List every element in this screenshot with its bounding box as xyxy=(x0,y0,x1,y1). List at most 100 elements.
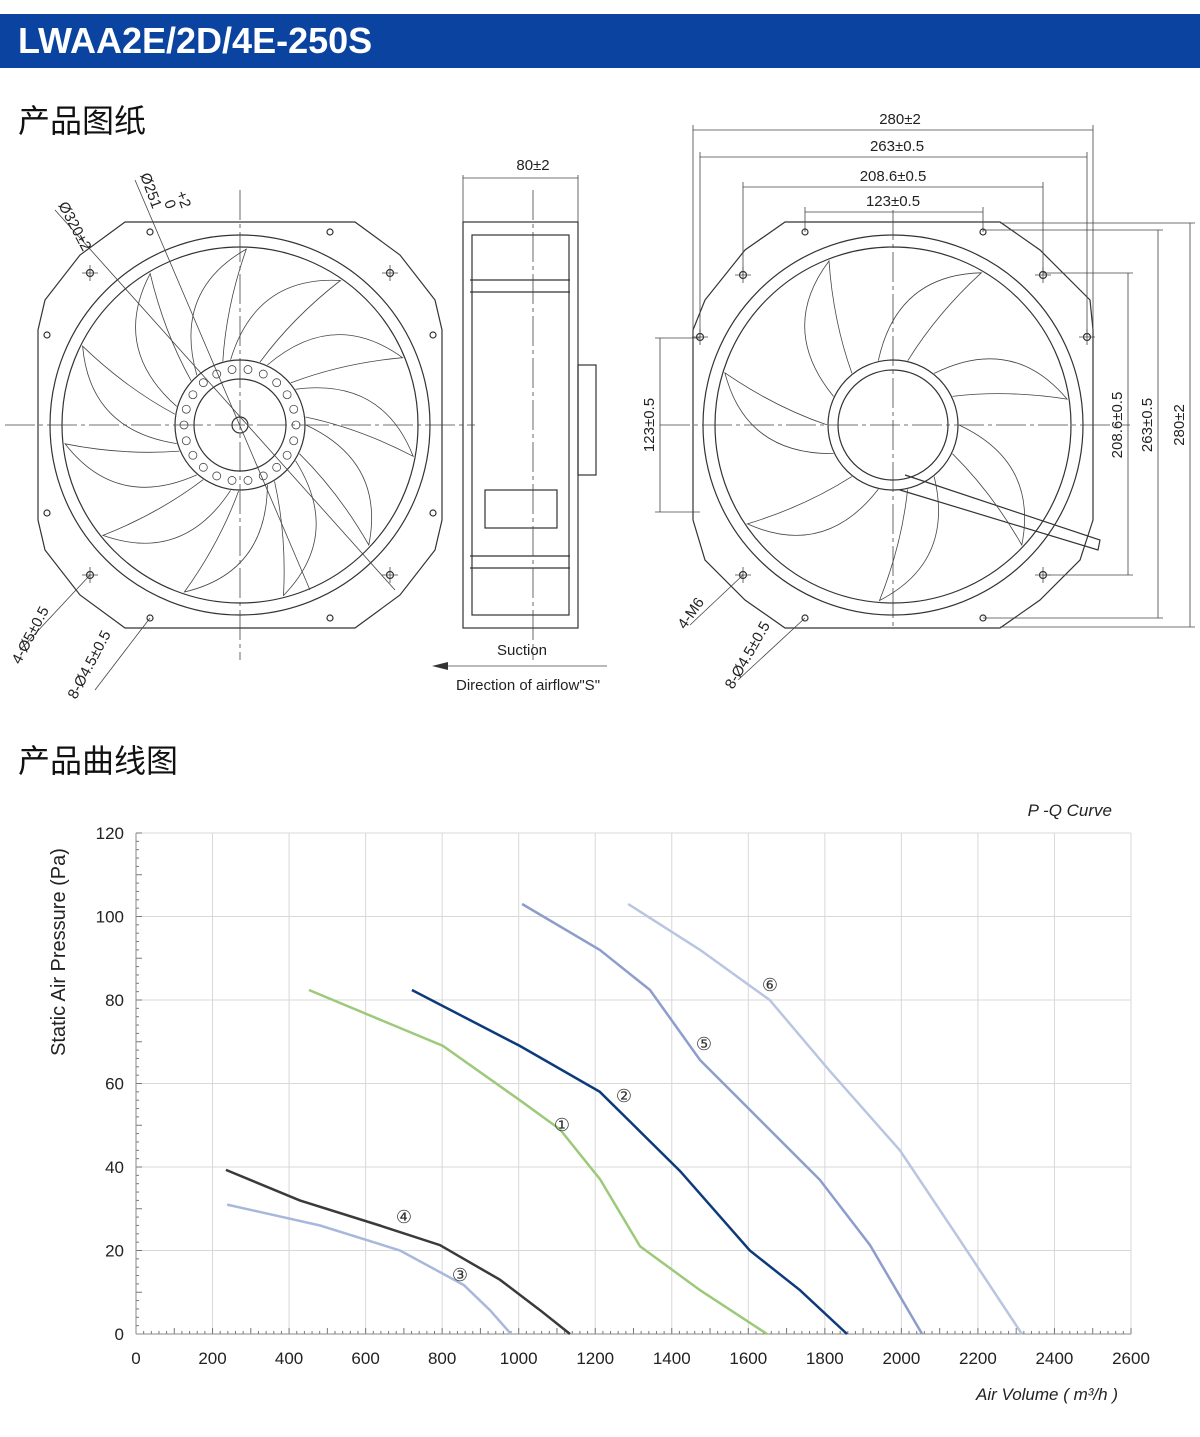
y-axis-label: Static Air Pressure (Pa) xyxy=(48,848,70,1056)
hole-cross xyxy=(382,265,398,281)
section-title: 产品曲线图 xyxy=(18,743,178,779)
hub-hole xyxy=(291,420,301,430)
screw-hole xyxy=(43,509,51,517)
blade xyxy=(877,272,983,361)
header-title: LWAA2E/2D/4E-250S xyxy=(18,20,372,61)
dim-label: Ø320±2 xyxy=(54,199,94,254)
hole-cross xyxy=(82,567,98,583)
blade xyxy=(878,476,939,602)
front-view xyxy=(5,179,475,691)
blade xyxy=(64,443,197,488)
hole-cross xyxy=(692,329,708,345)
back-view xyxy=(655,125,1195,681)
hub-hole xyxy=(272,462,282,472)
hole-cross xyxy=(1035,567,1051,583)
blade xyxy=(183,484,268,593)
x-tick-label: 1400 xyxy=(653,1349,691,1368)
dim-label: 8-Ø4.5±0.5 xyxy=(65,628,115,702)
blade xyxy=(804,259,853,397)
blade xyxy=(295,387,414,458)
curve xyxy=(521,902,924,1335)
y-tick-label: 20 xyxy=(105,1242,124,1261)
side-view xyxy=(432,175,607,670)
screw-hole xyxy=(429,509,437,517)
curve xyxy=(308,988,768,1336)
hub-hole xyxy=(258,471,268,481)
x-tick-label: 2400 xyxy=(1036,1349,1074,1368)
x-tick-label: 400 xyxy=(275,1349,303,1368)
curve xyxy=(226,1203,512,1335)
y-tick-label: 120 xyxy=(96,824,124,843)
screw-hole xyxy=(146,614,154,622)
screw-hole xyxy=(801,614,809,622)
screw-hole xyxy=(801,228,809,236)
hub-hole xyxy=(179,420,189,430)
x-tick-label: 2000 xyxy=(882,1349,920,1368)
blade xyxy=(101,479,231,544)
hole-cross xyxy=(382,567,398,583)
blade xyxy=(230,279,342,363)
dim-label: +2 xyxy=(172,189,194,211)
curve-label: ④ xyxy=(396,1207,412,1227)
blade xyxy=(135,272,192,407)
hub-hole xyxy=(181,436,191,446)
y-tick-label: 0 xyxy=(115,1325,124,1344)
blade xyxy=(746,476,879,536)
x-tick-label: 600 xyxy=(351,1349,379,1368)
hub-hole xyxy=(282,450,292,460)
blade xyxy=(190,248,248,376)
y-tick-label: 80 xyxy=(105,991,124,1010)
dim-label: 280±2 xyxy=(879,111,921,128)
hub-hole xyxy=(188,390,198,400)
dim-label: 263±0.5 xyxy=(870,138,924,155)
curve xyxy=(225,1168,571,1335)
hub-hole xyxy=(181,404,191,414)
x-tick-label: 2600 xyxy=(1112,1349,1150,1368)
curve xyxy=(627,902,1023,1335)
hub-hole xyxy=(212,471,222,481)
curve-label: ① xyxy=(554,1115,570,1135)
hub-hole xyxy=(243,476,253,485)
section-title: 产品图纸 xyxy=(18,103,146,139)
screw-hole xyxy=(979,614,987,622)
blade xyxy=(952,424,1026,547)
curve-label: ⑤ xyxy=(696,1034,712,1054)
hole-cross xyxy=(1079,329,1095,345)
hub-hole xyxy=(212,369,222,379)
dim-label: 123±0.5 xyxy=(641,398,658,452)
curve-label: ③ xyxy=(452,1265,468,1285)
blade xyxy=(267,334,404,384)
x-tick-label: 1600 xyxy=(729,1349,767,1368)
hub-hole xyxy=(227,365,237,374)
hub-hole xyxy=(243,365,253,374)
dim-label: 123±0.5 xyxy=(866,193,920,210)
blade xyxy=(274,460,317,597)
hub-hole xyxy=(188,450,198,460)
curve-label: ⑥ xyxy=(762,975,778,995)
x-axis-label: Air Volume ( m³/h ) xyxy=(975,1385,1118,1404)
dim-label: 208.6±0.5 xyxy=(860,168,927,185)
dim-label: 4-Ø5±0.5 xyxy=(9,604,53,667)
x-tick-label: 0 xyxy=(131,1349,140,1368)
hole-cross xyxy=(82,265,98,281)
hub-hole xyxy=(282,390,292,400)
curve xyxy=(411,988,848,1335)
y-tick-label: 40 xyxy=(105,1158,124,1177)
screw-hole xyxy=(146,228,154,236)
x-tick-label: 1200 xyxy=(576,1349,614,1368)
dim-label: 263±0.5 xyxy=(1139,398,1156,452)
x-tick-label: 800 xyxy=(428,1349,456,1368)
hub-hole xyxy=(198,462,208,472)
screw-hole xyxy=(43,331,51,339)
screw-hole xyxy=(979,228,987,236)
header-bar xyxy=(0,14,1200,68)
dim-label: Suction xyxy=(497,642,547,659)
screw-hole xyxy=(326,228,334,236)
blade xyxy=(724,371,834,455)
hub-hole xyxy=(227,476,237,485)
blade xyxy=(299,424,373,547)
hub-hole xyxy=(198,378,208,388)
dim-label: 280±2 xyxy=(1171,404,1188,446)
x-tick-label: 2200 xyxy=(959,1349,997,1368)
